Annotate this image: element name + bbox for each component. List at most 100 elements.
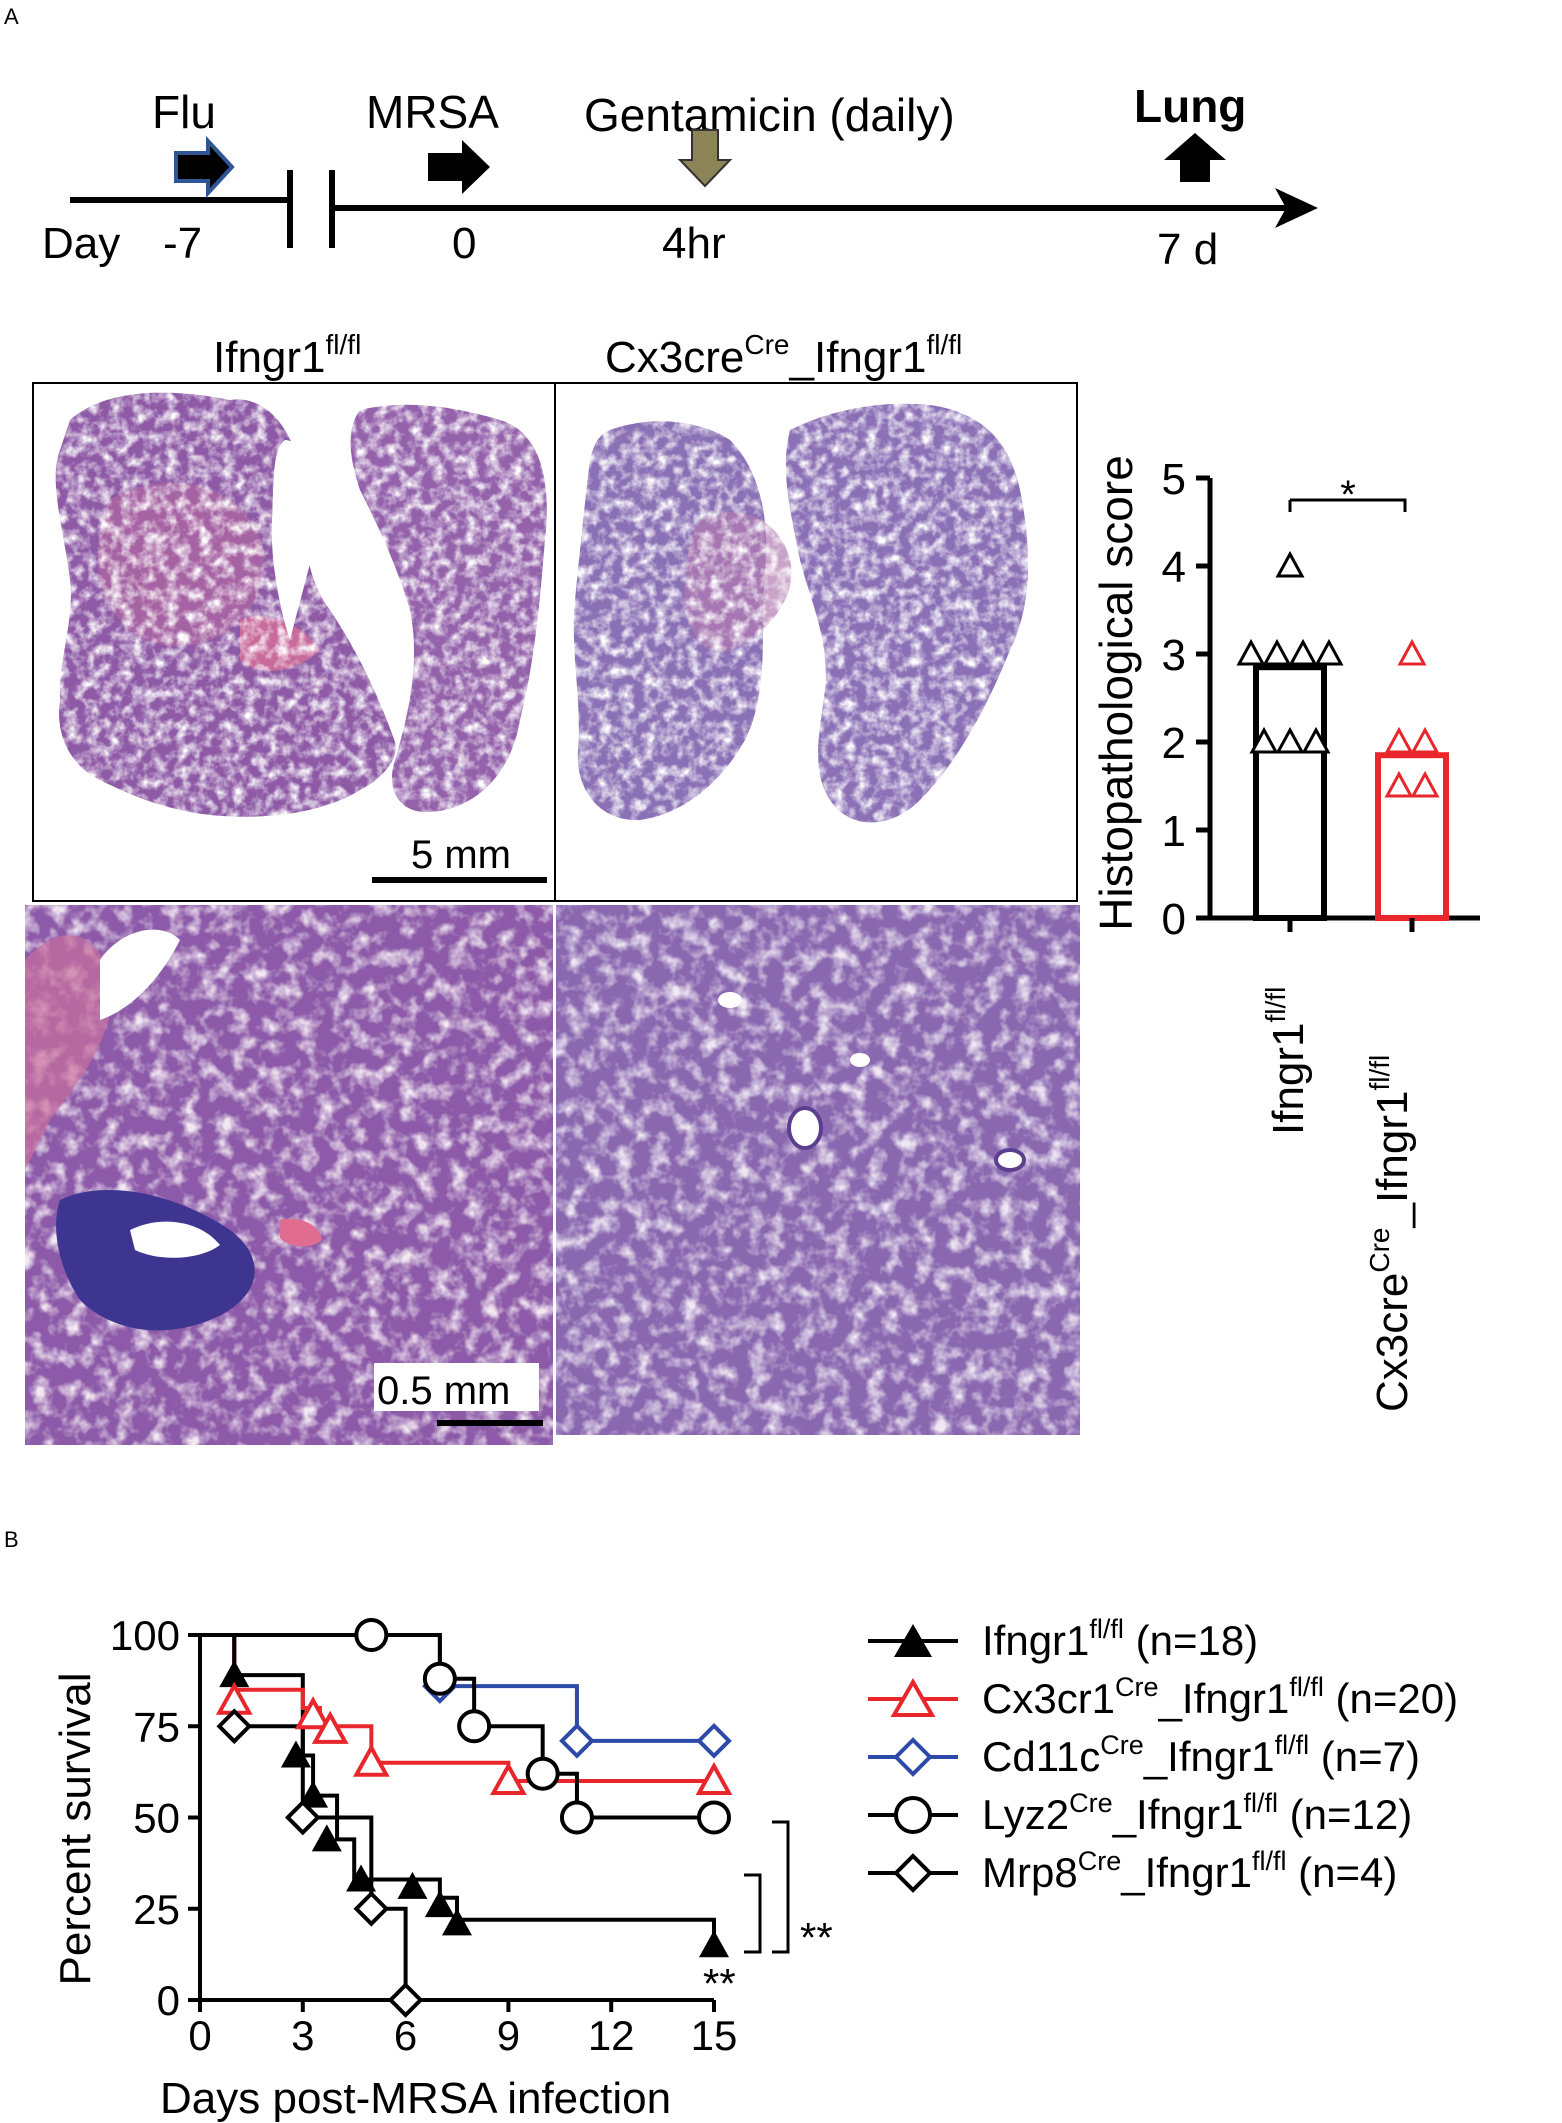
scale-bar-0.5mm-label-bg [374,1363,539,1411]
histopathology-score-chart: Histopathological score Ifngr1fl/fl Cx3c… [1090,455,1480,1412]
survival-x-tick-label: 9 [497,2012,520,2059]
survival-marker-4 [284,1799,321,1836]
survival-marker-0 [442,1908,472,1936]
survival-significance-bracket-1 [772,1820,790,1954]
timeline-event-gentamicin: Gentamicin (daily) [584,89,955,141]
gentamicin-arrow-icon [677,129,733,188]
survival-y-tick-label: 0 [157,1977,180,2024]
survival-marker-3 [697,1800,731,1835]
survival-marker-3 [354,1618,389,1652]
legend-item-mrp8: Mrp8Cre_Ifngr1fl/fl (n=4) [868,1846,1397,1896]
survival-marker-1 [695,1761,733,1795]
survival-marker-0 [424,1890,455,1918]
survival-legend: Ifngr1fl/fl (n=18) Cx3cr1Cre_Ifngr1fl/fl… [868,1614,1458,1896]
legend-label-cx3cr1: Cx3cr1Cre_Ifngr1fl/fl (n=20) [982,1672,1458,1722]
legend-marker-lyz2 [894,1796,932,1834]
survival-significance-1: ** [800,1914,833,1961]
lung-section-ifngr1-high-mag [25,905,553,1445]
timeline-time-gentamicin: 4hr [662,219,726,268]
survival-marker-1 [294,1696,332,1730]
bar-chart-point [1249,726,1279,754]
survival-xlabel: Days post-MRSA infection [160,2074,671,2123]
survival-marker-0 [699,1930,729,1958]
legend-label-ifngr1: Ifngr1fl/fl (n=18) [982,1614,1258,1664]
lung-section-cx3cre-high-mag [556,905,1080,1435]
survival-marker-4 [216,1708,253,1745]
survival-marker-3 [422,1661,457,1696]
timeline: Day -7 0 4hr 7 d Flu MRSA Gentamicin (da… [42,80,1318,274]
bar-0 [1253,664,1327,922]
survival-marker-3 [457,1709,492,1744]
survival-marker-1 [490,1761,527,1795]
legend-marker-mrp8 [893,1853,933,1893]
survival-marker-1 [352,1743,390,1777]
survival-marker-0 [280,1740,311,1768]
bar-chart-point [1275,726,1305,754]
flu-arrow-icon [174,135,235,199]
bar-chart-xlabel-ifngr1: Ifngr1fl/fl [1260,987,1313,1135]
scale-bar-5mm-label: 5 mm [411,833,511,877]
bar-chart-y-tick-label: 0 [1162,895,1186,944]
survival-marker-2 [696,1723,732,1759]
bar-chart-point [1397,638,1427,666]
histology-title-ifngr1: Ifngr1fl/fl [213,329,361,382]
bar-chart-point [1262,638,1292,666]
survival-marker-1 [311,1710,349,1744]
survival-line-0 [200,1633,716,1938]
scale-bar-0.5mm-label: 0.5 mm [377,1369,510,1413]
survival-marker-0 [298,1780,329,1808]
bar-chart-y-tick-label: 2 [1162,719,1186,768]
survival-marker-0 [346,1864,377,1892]
legend-label-lyz2: Lyz2Cre_Ifngr1fl/fl (n=12) [982,1788,1412,1838]
timeline-time-lung: 7 d [1157,225,1218,274]
mrsa-arrow-icon [428,140,490,194]
bar-chart-point [1384,726,1414,754]
legend-marker-cx3cr1 [890,1677,936,1717]
lung-arrow-icon [1164,133,1226,182]
survival-x-tick-label: 12 [588,2012,635,2059]
survival-marker-3 [559,1800,594,1835]
survival-x-tick-label: 3 [291,2012,314,2059]
survival-ylabel: Percent survival [51,1672,100,1985]
survival-marker-3 [525,1756,560,1791]
bar-1 [1375,752,1449,922]
survival-y-tick-label: 50 [133,1795,180,1842]
survival-x-tick-label: 15 [691,2012,738,2059]
bar-chart-xlabel-cx3cre: Cx3creCre_Ifngr1fl/fl [1364,1055,1417,1412]
survival-line-3 [200,1633,714,1820]
survival-marker-4 [353,1890,390,1927]
survival-x-tick-label: 6 [394,2012,417,2059]
survival-marker-4 [387,1982,424,2018]
legend-label-cd11c: Cd11cCre_Ifngr1fl/fl (n=7) [982,1730,1420,1780]
lung-section-ifngr1-low-mag [55,392,547,817]
bar-chart-point [1410,770,1440,798]
bar-chart-y-tick-label: 1 [1162,807,1186,856]
timeline-time-flu: -7 [163,219,202,268]
legend-label-mrp8: Mrp8Cre_Ifngr1fl/fl (n=4) [982,1846,1397,1896]
legend-marker-ifngr1 [894,1624,932,1657]
bar-chart-point [1410,726,1440,754]
survival-y-tick-label: 100 [110,1612,180,1659]
panel-b-label: B [4,1527,19,1552]
survival-marker-2 [559,1723,595,1759]
bar-chart-ylabel: Histopathological score [1090,455,1142,931]
bar-chart-y-tick-label: 4 [1162,543,1186,592]
timeline-event-mrsa: MRSA [366,86,499,138]
survival-y-tick-label: 75 [133,1703,180,1750]
timeline-event-flu: Flu [152,86,216,138]
legend-item-lyz2: Lyz2Cre_Ifngr1fl/fl (n=12) [868,1788,1412,1838]
histology-title-cx3cre: Cx3creCre_Ifngr1fl/fl [605,329,962,382]
bar-chart-point [1301,726,1331,754]
legend-marker-cd11c [893,1737,933,1777]
timeline-event-lung: Lung [1134,80,1246,132]
bar-chart-point [1384,770,1414,798]
bar-chart-significance-bracket [1288,498,1407,512]
survival-marker-0 [311,1824,342,1852]
bar-chart-point [1236,638,1266,666]
survival-line-1 [200,1633,714,1783]
lung-section-cx3cre-low-mag [573,403,1029,823]
timeline-time-mrsa: 0 [452,219,476,268]
lung-section-ifngr1-hilum [271,440,322,640]
bar-chart-y-tick-label: 3 [1162,631,1186,680]
